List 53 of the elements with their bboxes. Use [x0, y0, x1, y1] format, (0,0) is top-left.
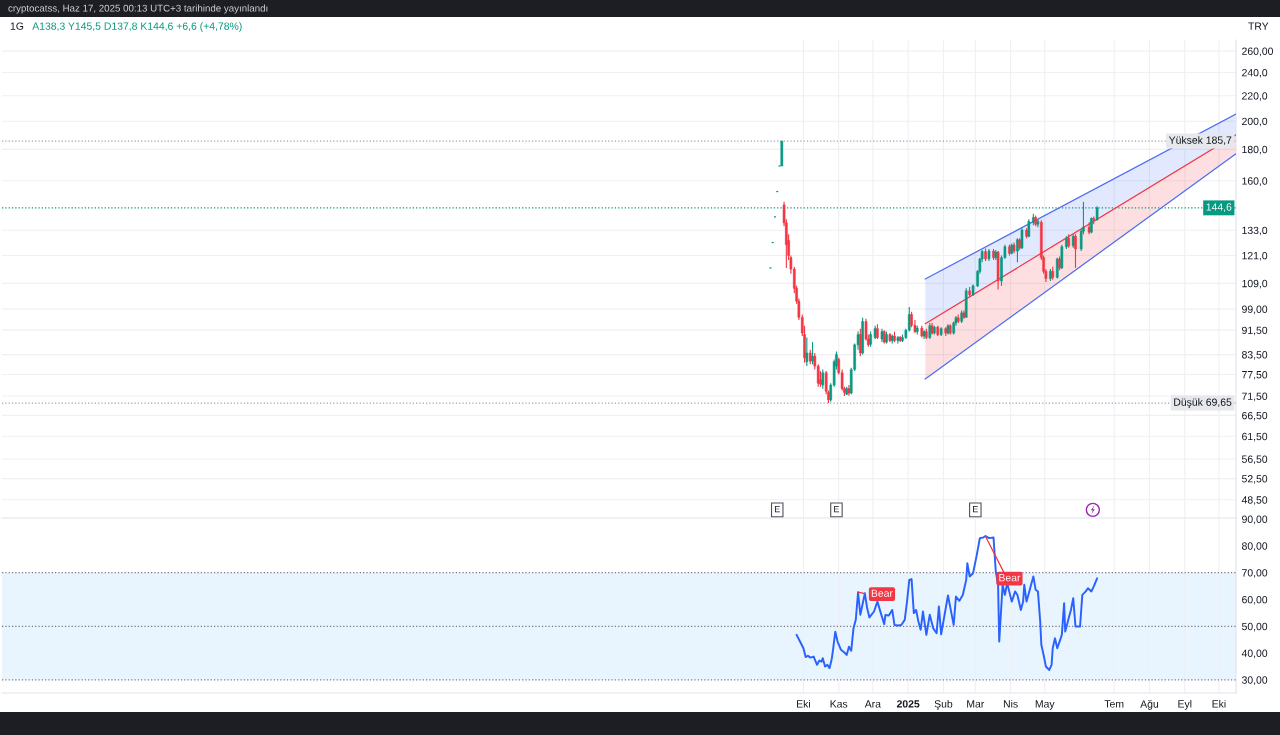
y-tick-label: 52,50 — [1241, 475, 1268, 484]
x-tick-label: Ağu — [1140, 699, 1159, 710]
y-tick-label: 70,00 — [1242, 569, 1268, 578]
y-tick-label: 200,0 — [1242, 117, 1268, 127]
annotation: Bear — [999, 574, 1021, 582]
y-tick-label: 66,50 — [1242, 411, 1268, 421]
y-tick-label: 260,00 — [1242, 47, 1274, 57]
text: cryptocatss, Haz 17, 2025 00:13 UTC+3 tarihinde yayınlandı — [8, 4, 268, 14]
y-tick-label: 40,00 — [1241, 649, 1268, 659]
x-tick-label: Nis — [1003, 699, 1018, 708]
y-tick-label: 240,0 — [1242, 68, 1268, 78]
chart-subtitle: A138,3 Y145,5 D137,8 K144,6 +6,6 (+4,78%) — [32, 22, 242, 32]
ref-line-label: Düşük 69,65 — [1174, 398, 1232, 408]
y-axis-title: TRY — [1248, 22, 1269, 30]
ref-line-label: 144,6 — [1206, 203, 1232, 212]
annotation: Bear — [871, 589, 893, 597]
x-tick-label: Kas — [830, 700, 848, 708]
annotation: E — [774, 505, 780, 513]
y-tick-label: 61,50 — [1242, 432, 1268, 442]
x-tick-label: Ara — [864, 700, 881, 708]
x-tick-label: Eki — [1212, 699, 1226, 708]
candlestick — [1087, 221, 1091, 235]
y-tick-label: 160,0 — [1242, 177, 1268, 186]
x-tick-label: Mar — [967, 700, 985, 708]
y-tick-label: 91,50 — [1242, 326, 1268, 336]
ref-line-label: Yüksek 185,7 — [1168, 136, 1232, 146]
annotation: E — [973, 505, 978, 513]
y-tick-label: 30,00 — [1241, 676, 1268, 685]
y-tick-label: 48,50 — [1241, 496, 1268, 505]
y-tick-label: 60,00 — [1242, 595, 1268, 605]
y-tick-label: 99,00 — [1242, 305, 1268, 315]
y-tick-label: 50,00 — [1241, 622, 1268, 632]
y-tick-label: 109,0 — [1242, 279, 1268, 289]
y-tick-label: 133,0 — [1242, 226, 1268, 236]
line-series — [795, 534, 1099, 671]
x-tick-label: 2025 — [896, 700, 920, 708]
annotation: E — [834, 505, 840, 513]
y-tick-label: 220,0 — [1242, 92, 1268, 101]
y-tick-label: 121,0 — [1242, 251, 1268, 261]
x-tick-label: Eki — [797, 699, 810, 708]
y-tick-label: 80,00 — [1242, 542, 1268, 551]
x-tick-label: May — [1035, 700, 1055, 710]
x-tick-label: Eyl — [1178, 699, 1192, 710]
y-tick-label: 90,00 — [1242, 515, 1268, 525]
y-tick-label: 56,50 — [1241, 455, 1268, 465]
chart-title: 1G — [10, 22, 24, 30]
x-tick-label: Tem — [1104, 700, 1124, 708]
y-tick-label: 71,50 — [1242, 392, 1268, 402]
y-tick-label: 77,50 — [1242, 371, 1268, 380]
x-tick-label: Şub — [934, 699, 953, 710]
y-tick-label: 180,0 — [1242, 145, 1268, 155]
candlestick — [821, 368, 825, 390]
y-tick-label: 83,50 — [1242, 351, 1268, 360]
